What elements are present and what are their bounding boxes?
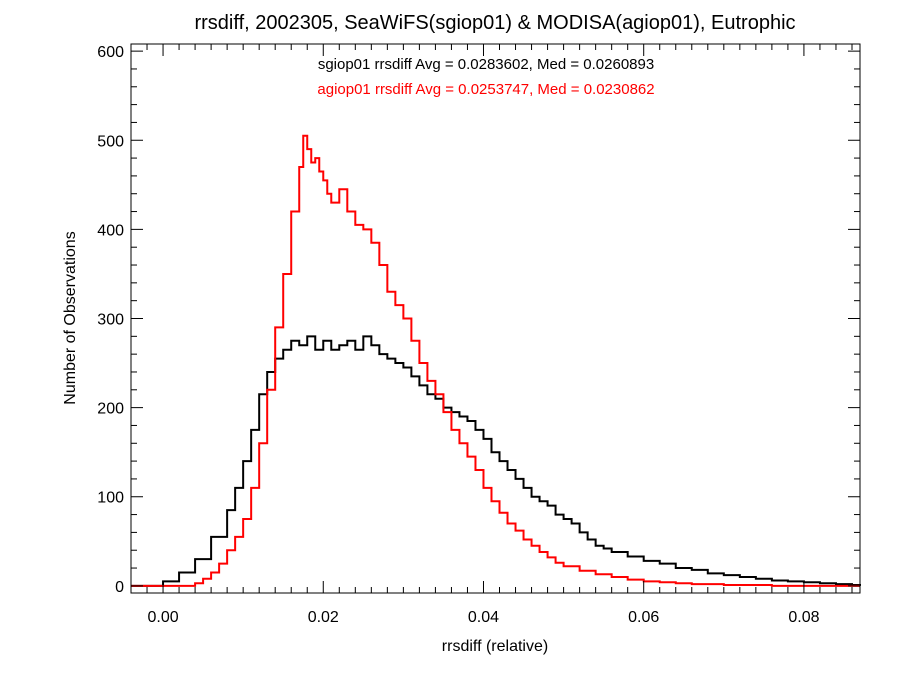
y-tick-label: 200 (97, 401, 124, 418)
x-axis-label: rrsdiff (relative) (442, 638, 548, 655)
x-tick-label: 0.00 (147, 609, 178, 626)
annotation-sgiop01-stats: sgiop01 rrsdiff Avg = 0.0283602, Med = 0… (318, 56, 654, 73)
series-line-agiop01 (131, 134, 860, 587)
series-line-sgiop01 (131, 335, 861, 587)
y-tick-label: 600 (97, 44, 124, 61)
x-tick-label: 0.02 (308, 609, 339, 626)
chart-title: rrsdiff, 2002305, SeaWiFS(sgiop01) & MOD… (194, 12, 795, 34)
y-tick-label: 400 (97, 222, 124, 239)
y-tick-label: 500 (97, 133, 124, 150)
plot-frame (130, 43, 861, 594)
x-tick-label: 0.06 (628, 609, 659, 626)
x-tick-label: 0.04 (468, 609, 499, 626)
axes-layer: 0.00 0.02 0.04 0.06 0.08 0 100 200 300 400 500 600 (97, 43, 861, 626)
y-tick-label: 0 (115, 579, 124, 596)
y-axis-label: Number of Observations (62, 231, 79, 404)
y-tick-label: 300 (97, 312, 124, 329)
annotation-agiop01-stats: agiop01 rrsdiff Avg = 0.0253747, Med = 0… (317, 81, 654, 98)
plot-series-layer (131, 134, 861, 587)
y-tick-label: 100 (97, 490, 124, 507)
x-tick-label: 0.08 (788, 609, 819, 626)
